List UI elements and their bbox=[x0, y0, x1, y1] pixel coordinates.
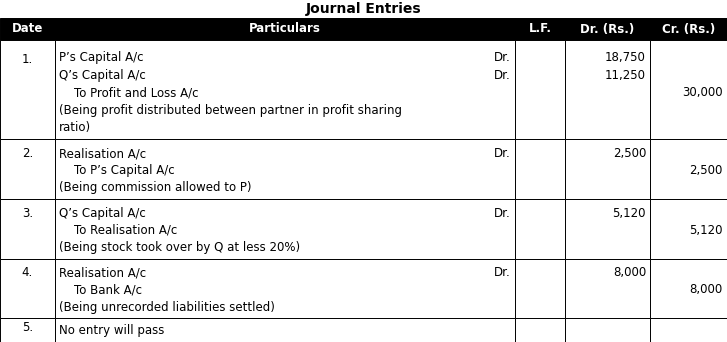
Bar bbox=[565, 318, 650, 342]
Text: Date: Date bbox=[12, 23, 43, 36]
Text: 8,000: 8,000 bbox=[613, 266, 646, 279]
Bar bbox=[565, 139, 650, 199]
Bar bbox=[515, 18, 565, 40]
Text: To Realisation A/c: To Realisation A/c bbox=[59, 224, 177, 237]
Text: (Being profit distributed between partner in profit sharing: (Being profit distributed between partne… bbox=[59, 104, 402, 117]
Text: 2.: 2. bbox=[22, 147, 33, 160]
Bar bbox=[55, 40, 515, 139]
Bar bbox=[55, 259, 515, 318]
Text: To P’s Capital A/c: To P’s Capital A/c bbox=[59, 164, 174, 177]
Text: 5,120: 5,120 bbox=[689, 224, 723, 237]
Text: 1.: 1. bbox=[22, 53, 33, 66]
Text: 3.: 3. bbox=[22, 207, 33, 220]
Bar bbox=[55, 139, 515, 199]
Text: Q’s Capital A/c: Q’s Capital A/c bbox=[59, 69, 145, 82]
Text: 4.: 4. bbox=[22, 266, 33, 279]
Bar bbox=[650, 199, 727, 259]
Text: No entry will pass: No entry will pass bbox=[59, 324, 164, 337]
Text: L.F.: L.F. bbox=[529, 23, 552, 36]
Bar bbox=[515, 199, 565, 259]
Text: (Being stock took over by Q at less 20%): (Being stock took over by Q at less 20%) bbox=[59, 241, 300, 254]
Bar bbox=[565, 18, 650, 40]
Bar bbox=[0, 199, 55, 259]
Bar bbox=[55, 18, 515, 40]
Text: 30,000: 30,000 bbox=[683, 86, 723, 99]
Text: 8,000: 8,000 bbox=[690, 284, 723, 297]
Bar bbox=[55, 199, 515, 259]
Text: 2,500: 2,500 bbox=[613, 147, 646, 160]
Text: Dr.: Dr. bbox=[494, 147, 511, 160]
Text: Particulars: Particulars bbox=[249, 23, 321, 36]
Bar bbox=[0, 40, 55, 139]
Text: Dr. (Rs.): Dr. (Rs.) bbox=[580, 23, 635, 36]
Bar bbox=[565, 40, 650, 139]
Bar bbox=[565, 199, 650, 259]
Bar bbox=[515, 318, 565, 342]
Text: (Being commission allowed to P): (Being commission allowed to P) bbox=[59, 181, 252, 194]
Bar bbox=[55, 318, 515, 342]
Bar bbox=[650, 40, 727, 139]
Text: Dr.: Dr. bbox=[494, 207, 511, 220]
Text: To Bank A/c: To Bank A/c bbox=[59, 284, 142, 297]
Bar bbox=[650, 139, 727, 199]
Bar bbox=[0, 318, 55, 342]
Bar bbox=[650, 259, 727, 318]
Text: ratio): ratio) bbox=[59, 121, 91, 134]
Text: Journal Entries: Journal Entries bbox=[305, 2, 422, 16]
Bar bbox=[515, 40, 565, 139]
Text: Realisation A/c: Realisation A/c bbox=[59, 147, 146, 160]
Text: 18,750: 18,750 bbox=[605, 51, 646, 64]
Text: 11,250: 11,250 bbox=[605, 69, 646, 82]
Text: P’s Capital A/c: P’s Capital A/c bbox=[59, 51, 143, 64]
Text: Realisation A/c: Realisation A/c bbox=[59, 266, 146, 279]
Text: Dr.: Dr. bbox=[494, 51, 511, 64]
Text: Dr.: Dr. bbox=[494, 266, 511, 279]
Bar bbox=[650, 318, 727, 342]
Bar bbox=[515, 259, 565, 318]
Text: To Profit and Loss A/c: To Profit and Loss A/c bbox=[59, 86, 198, 99]
Text: 5,120: 5,120 bbox=[613, 207, 646, 220]
Bar bbox=[565, 259, 650, 318]
Bar bbox=[650, 18, 727, 40]
Bar bbox=[0, 139, 55, 199]
Bar bbox=[0, 259, 55, 318]
Text: Dr.: Dr. bbox=[494, 69, 511, 82]
Text: 2,500: 2,500 bbox=[690, 164, 723, 177]
Text: (Being unrecorded liabilities settled): (Being unrecorded liabilities settled) bbox=[59, 301, 275, 314]
Text: 5.: 5. bbox=[22, 321, 33, 334]
Bar bbox=[0, 18, 55, 40]
Text: Cr. (Rs.): Cr. (Rs.) bbox=[662, 23, 715, 36]
Bar bbox=[515, 139, 565, 199]
Text: Q’s Capital A/c: Q’s Capital A/c bbox=[59, 207, 145, 220]
